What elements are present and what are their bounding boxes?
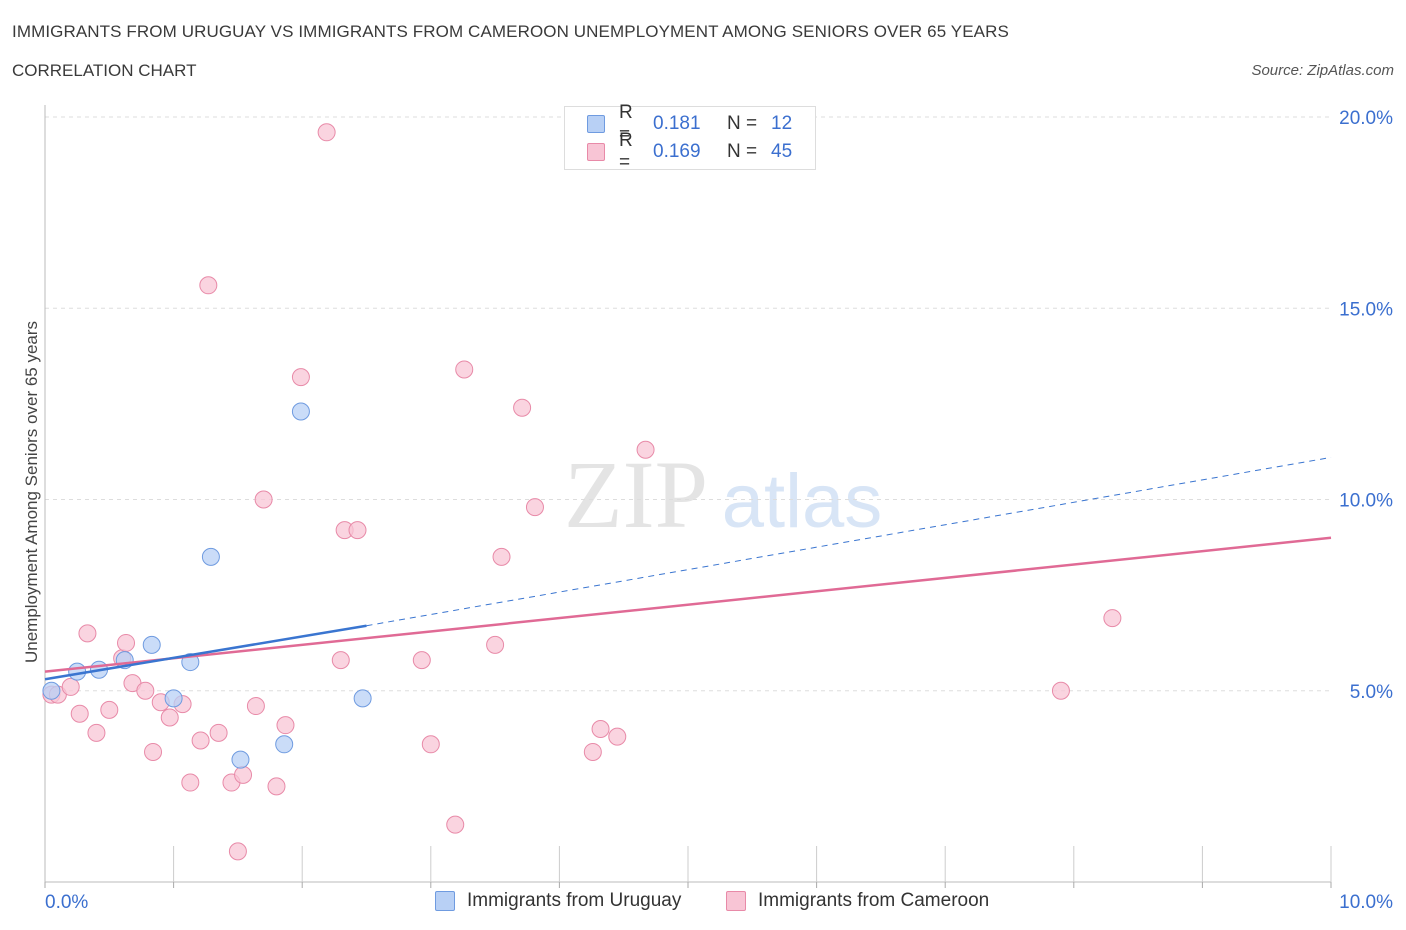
uruguay-trend-extension (366, 456, 1332, 627)
uruguay-points (42, 402, 372, 769)
watermark-atlas: atlas (722, 459, 883, 544)
cameroon-point (412, 651, 431, 670)
cameroon-point (608, 727, 627, 746)
n-value: 45 (771, 141, 793, 162)
cameroon-trend-line (44, 536, 1332, 673)
cameroon-point (87, 723, 106, 742)
trend-lines (44, 456, 1332, 681)
cameroon-point (276, 716, 295, 735)
uruguay-point (353, 689, 372, 708)
correlation-legend: R = 0.181 N = 12 R = 0.169 N = 45 (564, 102, 816, 173)
uruguay-point (231, 750, 250, 769)
watermark-zip: ZIP (564, 441, 708, 548)
y-tick-label: 5.0% (1350, 682, 1393, 703)
cameroon-point (246, 697, 265, 716)
cameroon-point (144, 742, 163, 761)
cameroon-point (492, 547, 511, 566)
series-legend: Immigrants from Uruguay Immigrants from … (0, 890, 1406, 914)
r-label: R = (619, 102, 633, 145)
cameroon-point (583, 742, 602, 761)
cameroon-point (78, 624, 97, 643)
cameroon-point (317, 123, 336, 142)
chart-title: IMMIGRANTS FROM URUGUAY VS IMMIGRANTS FR… (12, 22, 1009, 41)
cameroon-swatch (587, 143, 605, 161)
cameroon-point (331, 651, 350, 670)
y-tick-label: 15.0% (1339, 299, 1393, 320)
n-value: 12 (771, 113, 793, 134)
cameroon-point (100, 700, 119, 719)
uruguay-point (291, 402, 310, 421)
x-tick-labels: 0.0% 10.0% (45, 892, 1393, 913)
cameroon-point (61, 677, 80, 696)
cameroon-point (348, 521, 367, 540)
uruguay-swatch (587, 115, 605, 133)
cameroon-point (1103, 609, 1122, 628)
legend-label: Immigrants from Uruguay (467, 890, 682, 911)
r-label: R = (619, 130, 633, 173)
r-value: 0.181 (653, 113, 701, 134)
legend-row-uruguay: R = 0.181 N = 12 (587, 102, 793, 145)
cameroon-points (42, 123, 1122, 861)
uruguay-point (42, 681, 61, 700)
x-tick-label-min: 0.0% (45, 892, 88, 913)
cameroon-point (455, 360, 474, 379)
legend-item-cameroon[interactable]: Immigrants from Cameroon (726, 890, 989, 912)
cameroon-point (591, 720, 610, 738)
cameroon-swatch (726, 891, 746, 911)
cameroon-point (421, 735, 440, 754)
cameroon-point (1051, 681, 1070, 700)
legend-item-uruguay[interactable]: Immigrants from Uruguay (435, 890, 681, 912)
r-value: 0.169 (653, 141, 701, 162)
y-tick-labels: 5.0% 10.0% 15.0% 20.0% (1339, 108, 1393, 703)
cameroon-point (191, 731, 210, 750)
cameroon-point (636, 440, 655, 459)
uruguay-trend-line (44, 624, 367, 681)
cameroon-point (199, 276, 218, 295)
n-label: N = (727, 113, 758, 134)
cameroon-point (209, 723, 228, 742)
uruguay-point (142, 635, 161, 654)
cameroon-point (254, 490, 273, 509)
cameroon-point (525, 498, 544, 517)
uruguay-point (201, 547, 220, 566)
cameroon-point (267, 777, 286, 796)
uruguay-point (68, 662, 87, 681)
chart-subtitle: CORRELATION CHART (12, 61, 197, 80)
cameroon-point (136, 681, 155, 700)
n-label: N = (727, 141, 758, 162)
cameroon-point (160, 708, 179, 727)
cameroon-point (291, 368, 310, 387)
watermark: ZIP atlas (564, 441, 882, 548)
legend-label: Immigrants from Cameroon (758, 890, 990, 911)
uruguay-swatch (435, 891, 455, 911)
cameroon-point (117, 633, 136, 652)
x-tick-label-max: 10.0% (1339, 892, 1393, 913)
cameroon-point (70, 704, 89, 723)
cameroon-point (486, 635, 505, 654)
cameroon-point (234, 765, 253, 784)
cameroon-point (181, 773, 200, 792)
uruguay-point (275, 735, 294, 754)
y-tick-label: 20.0% (1339, 108, 1393, 129)
axes (44, 105, 1332, 888)
uruguay-point (164, 689, 183, 708)
cameroon-point (228, 842, 247, 861)
y-tick-label: 10.0% (1339, 491, 1393, 512)
legend-row-cameroon: R = 0.169 N = 45 (587, 130, 793, 173)
cameroon-point (446, 815, 465, 834)
cameroon-point (513, 398, 532, 417)
source-label: Source: ZipAtlas.com (1251, 62, 1394, 79)
